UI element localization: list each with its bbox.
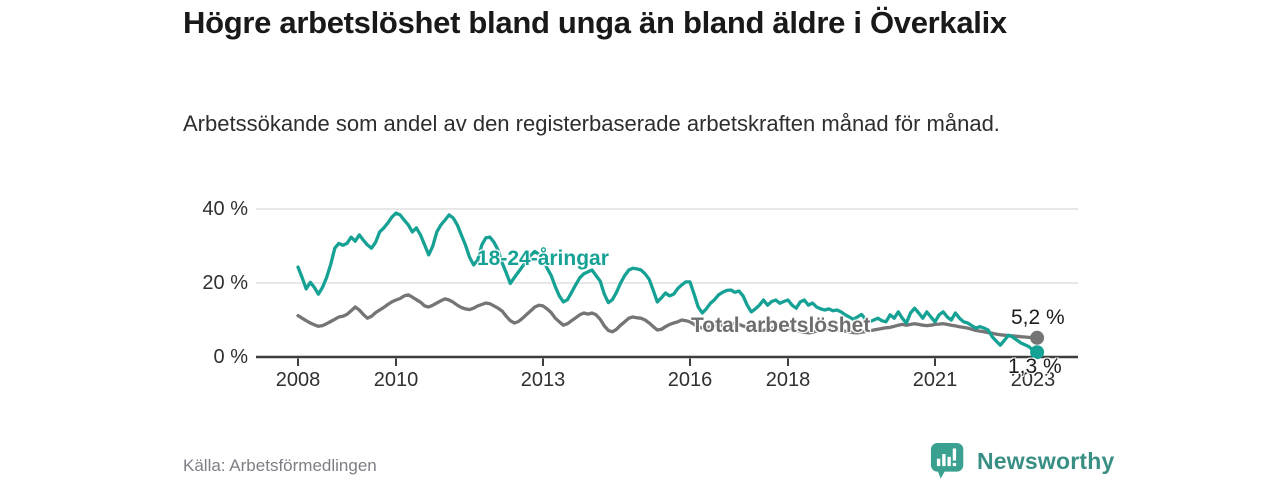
youth-series-label: 18-24-åringar <box>477 247 609 270</box>
page-subtitle: Arbetssökande som andel av den registerb… <box>183 111 1000 136</box>
total-series-label: Total arbetslöshet <box>691 314 871 337</box>
total-unemployment-line <box>296 293 1039 340</box>
total-line-end-dot <box>1030 330 1045 345</box>
youth-unemployment-line <box>296 211 1039 354</box>
youth-line-end-dot <box>1030 345 1045 360</box>
total-end-value-label: 5,2 % <box>1011 306 1065 329</box>
youth-end-value-label: 1,3 % <box>1008 355 1062 378</box>
x-axis-ticks <box>297 358 1034 366</box>
page-title: Högre arbetslöshet bland unga än bland ä… <box>183 5 1007 40</box>
newsworthy-branding[interactable]: Newsworthy <box>930 442 1114 480</box>
newsworthy-wordmark: Newsworthy <box>977 447 1115 474</box>
source-note: Källa: Arbetsförmedlingen <box>183 456 377 475</box>
newsworthy-logo-icon <box>930 442 964 479</box>
gridlines <box>256 208 1078 284</box>
line-chart-plot <box>256 208 1078 366</box>
